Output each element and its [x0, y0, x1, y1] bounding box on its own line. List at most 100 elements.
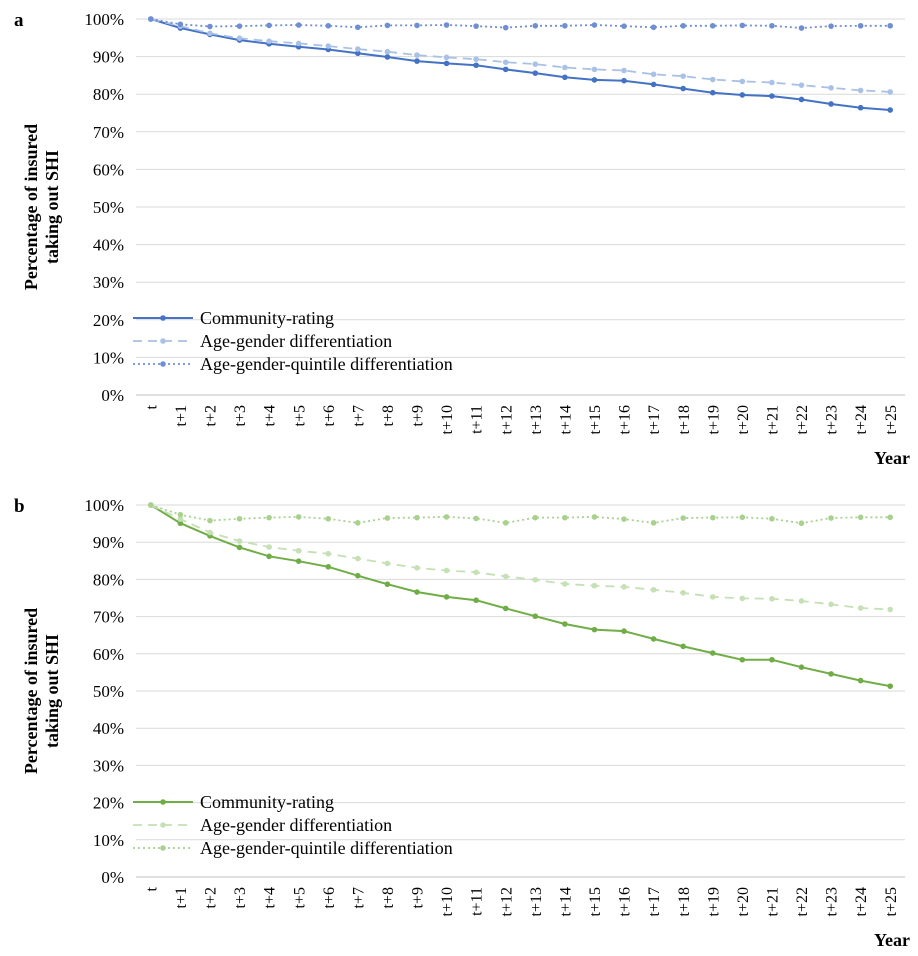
series-line-1: [150, 504, 891, 688]
x-tick-label: t+2: [203, 405, 220, 426]
data-point: [355, 24, 361, 31]
data-point: [650, 71, 657, 78]
data-point: [650, 587, 657, 593]
x-axis-label: Year: [874, 930, 910, 950]
data-point: [798, 598, 805, 604]
series-line-2: [150, 504, 891, 611]
legend-swatch-marker: [160, 338, 166, 344]
data-point: [384, 54, 391, 60]
data-point: [325, 515, 332, 522]
data-point: [621, 628, 627, 634]
data-point: [650, 24, 657, 31]
data-point: [502, 520, 509, 526]
data-point: [680, 22, 686, 29]
data-point: [355, 555, 361, 562]
x-tick-label: t+2: [203, 887, 220, 908]
data-point: [887, 22, 894, 29]
data-point: [443, 567, 450, 574]
y-tick-label: 40%: [93, 719, 124, 738]
panel-letter: b: [14, 496, 25, 517]
data-point: [562, 621, 568, 627]
data-point: [443, 514, 450, 520]
data-point: [355, 50, 361, 57]
data-point: [769, 22, 775, 29]
y-tick-label: 90%: [93, 533, 124, 552]
data-point: [414, 565, 420, 571]
series-line-3: [150, 504, 891, 525]
x-tick-label: t+18: [676, 405, 693, 434]
x-tick-label: t+12: [498, 887, 515, 916]
x-tick-label: t+1: [173, 887, 190, 908]
data-point: [709, 650, 716, 656]
data-point: [414, 514, 420, 521]
data-point: [857, 514, 864, 521]
x-tick-label: t+25: [883, 405, 900, 434]
data-point: [502, 573, 509, 580]
data-point: [739, 22, 746, 29]
y-tick-label: 50%: [93, 682, 124, 701]
x-tick-label: t+19: [705, 405, 722, 434]
x-tick-label: t+16: [617, 887, 634, 916]
x-tick-label: t+15: [587, 887, 604, 916]
data-point: [443, 60, 450, 67]
data-point: [621, 584, 627, 590]
series-line-1: [150, 18, 891, 111]
x-axis-label: Year: [874, 448, 910, 468]
data-point: [621, 23, 627, 29]
x-tick-label: t+1: [173, 405, 190, 426]
data-point: [502, 59, 509, 66]
legend-label: Age-gender-quintile differentiation: [200, 838, 453, 858]
x-tick-label: t+10: [439, 887, 456, 916]
data-point: [680, 85, 686, 92]
data-point: [769, 595, 775, 602]
data-point: [532, 61, 539, 67]
legend-swatch-marker: [160, 845, 166, 851]
data-point: [591, 22, 598, 28]
x-tick-label: t+21: [765, 405, 782, 434]
data-point: [680, 515, 686, 521]
data-point: [384, 560, 391, 567]
data-point: [887, 514, 894, 521]
data-point: [828, 515, 834, 521]
y-tick-label: 70%: [93, 123, 124, 142]
data-point: [887, 107, 894, 113]
x-tick-label: t+18: [676, 887, 693, 916]
legend-label: Community-rating: [200, 792, 334, 812]
data-point: [414, 52, 420, 58]
data-point: [739, 514, 746, 521]
data-point: [739, 656, 746, 663]
data-point: [828, 23, 834, 29]
x-tick-label: t+4: [262, 405, 279, 426]
data-point: [857, 104, 864, 111]
y-tick-label: 40%: [93, 236, 124, 255]
data-point: [236, 544, 243, 551]
data-point: [828, 601, 834, 608]
data-point: [325, 550, 332, 557]
data-point: [532, 576, 539, 583]
x-tick-label: t: [143, 404, 160, 409]
data-point: [443, 594, 450, 600]
data-point: [502, 24, 509, 31]
data-point: [266, 38, 272, 44]
data-point: [473, 597, 479, 604]
data-point: [769, 656, 775, 663]
y-tick-label: 0%: [101, 386, 124, 405]
data-point: [502, 66, 509, 73]
x-tick-label: t+5: [291, 887, 308, 908]
x-tick-label: t+21: [765, 887, 782, 916]
y-tick-label: 10%: [93, 831, 124, 850]
data-point: [709, 594, 716, 600]
data-point: [266, 544, 272, 550]
data-point: [473, 569, 479, 576]
data-point: [502, 605, 509, 612]
data-point: [325, 563, 332, 570]
data-point: [650, 636, 657, 642]
x-tick-label: t+15: [587, 405, 604, 434]
data-point: [532, 613, 539, 620]
x-tick-label: t+20: [735, 887, 752, 916]
data-point: [621, 516, 627, 522]
data-point: [769, 515, 775, 522]
data-point: [236, 538, 243, 544]
x-tick-label: t+24: [853, 887, 870, 916]
x-tick-label: t+11: [469, 405, 486, 434]
